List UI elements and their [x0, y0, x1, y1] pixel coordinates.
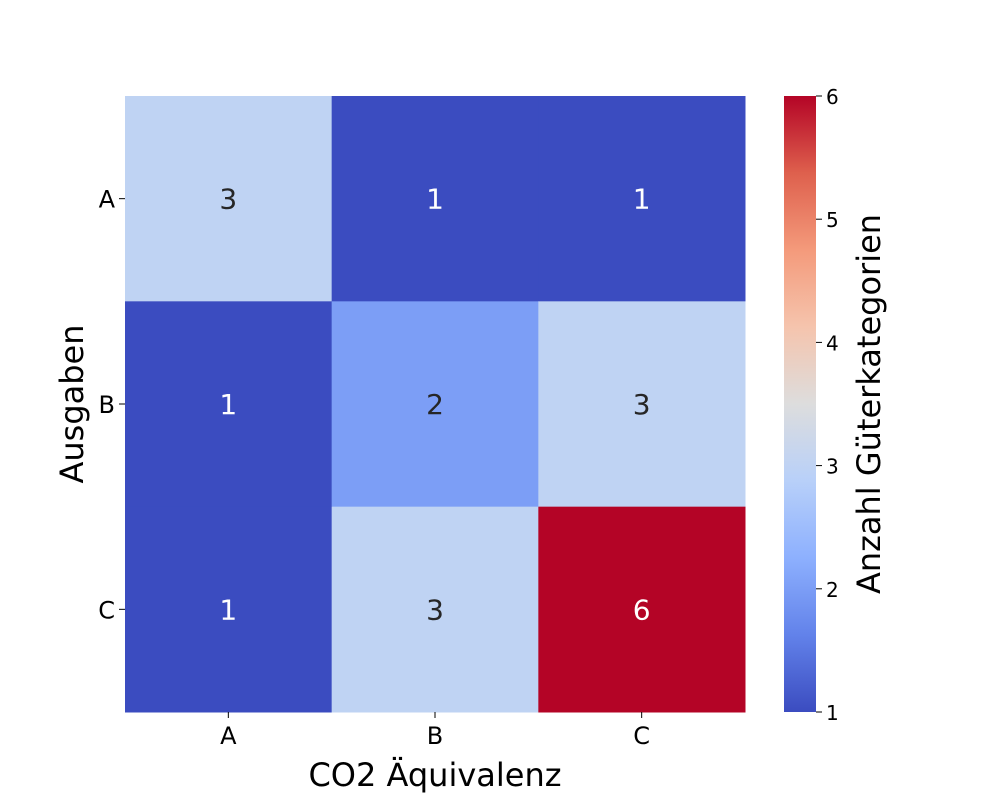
x-axis-label: CO2 Äquivalenz	[308, 756, 561, 794]
colorbar-tick-label: 4	[826, 331, 839, 355]
x-tick-label: C	[633, 722, 650, 750]
cell-value-label: 1	[633, 183, 651, 216]
colorbar-tick-label: 2	[826, 578, 839, 602]
heatmap-cell-C-A	[125, 506, 333, 713]
colorbar-ticks: 1 2 3 4 5 6	[816, 85, 839, 725]
x-tick-label: A	[220, 722, 237, 750]
y-tick-label: C	[98, 596, 115, 624]
heatmap-cell-C-C	[538, 506, 746, 713]
cell-value-label: 1	[219, 388, 237, 421]
cell-value-label: 3	[219, 183, 237, 216]
colorbar-tick-label: 1	[826, 701, 839, 725]
heatmap-cell-B-C	[538, 301, 746, 508]
heatmap-cells	[125, 96, 746, 713]
colorbar: 1 2 3 4 5 6	[784, 85, 839, 725]
y-axis-label: Ausgaben	[53, 324, 91, 483]
cell-value-label: 3	[426, 593, 444, 626]
heatmap-cell-C-B	[331, 506, 539, 713]
y-tick-label: B	[99, 391, 115, 419]
colorbar-tick-label: 5	[826, 208, 839, 232]
y-tick-label: A	[99, 186, 116, 214]
heatmap-cell-B-B	[331, 301, 539, 508]
cell-value-label: 1	[219, 593, 237, 626]
x-axis: A B C	[220, 712, 650, 750]
heatmap-cell-A-B	[331, 96, 539, 302]
heatmap-annotations: 3 1 1 1 2 3 1 3 6	[219, 183, 650, 627]
colorbar-tick-label: 3	[826, 455, 839, 479]
heatmap-cell-A-C	[538, 96, 746, 302]
cell-value-label: 2	[426, 388, 444, 421]
heatmap-cell-B-A	[125, 301, 333, 508]
cell-value-label: 3	[633, 388, 651, 421]
cell-value-label: 6	[633, 593, 651, 626]
y-axis: A B C	[98, 186, 125, 624]
colorbar-gradient	[784, 96, 816, 712]
x-tick-label: B	[427, 722, 443, 750]
heatmap-cell-A-A	[125, 96, 333, 302]
cell-value-label: 1	[426, 183, 444, 216]
colorbar-tick-label: 6	[826, 85, 839, 109]
colorbar-label: Anzahl Güterkategorien	[850, 214, 888, 594]
